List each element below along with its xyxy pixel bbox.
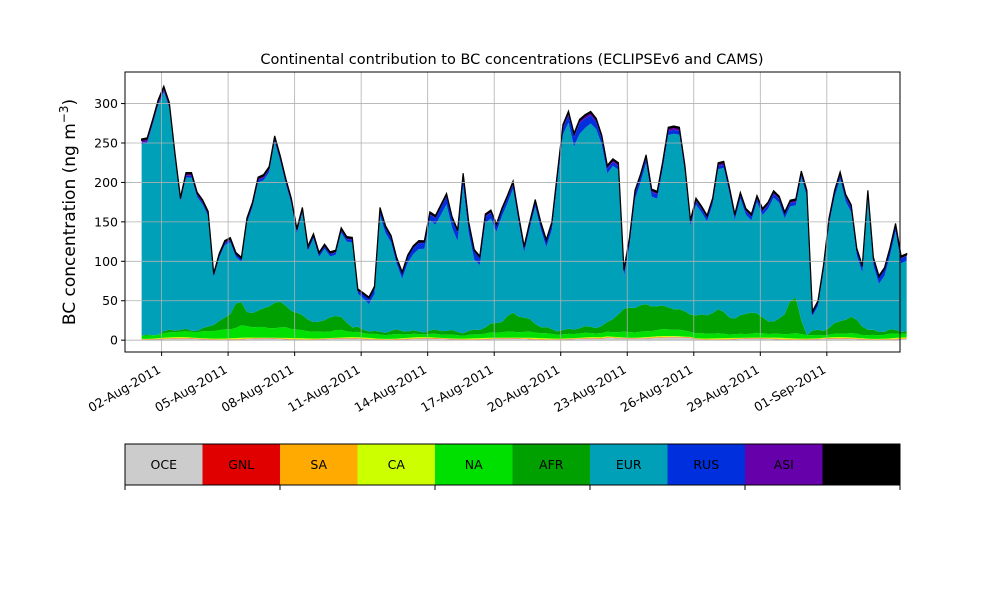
x-tick-label: 17-Aug-2011 bbox=[418, 362, 496, 415]
area-ca bbox=[141, 335, 907, 340]
legend-swatch-asi bbox=[745, 444, 823, 485]
legend-swatch-sa bbox=[280, 444, 358, 485]
legend-swatch-rus bbox=[667, 444, 745, 485]
legend-label-oce: OCE bbox=[151, 457, 178, 472]
x-tick-label: 23-Aug-2011 bbox=[551, 362, 629, 415]
plot-area bbox=[141, 84, 908, 341]
area-oce bbox=[141, 337, 907, 341]
area-gnl bbox=[141, 337, 907, 340]
x-tick-label: 11-Aug-2011 bbox=[285, 362, 363, 415]
legend-swatch-eur bbox=[590, 444, 668, 485]
legend-label-afr: AFR bbox=[539, 457, 564, 472]
legend-swatch-ca bbox=[357, 444, 435, 485]
area-sa bbox=[141, 336, 907, 340]
x-tick-label: 20-Aug-2011 bbox=[485, 362, 563, 415]
x-tick-label: 02-Aug-2011 bbox=[86, 362, 164, 415]
plot-frame bbox=[124, 71, 901, 353]
legend-label-asi: ASI bbox=[774, 457, 794, 472]
legend-frame bbox=[124, 443, 901, 486]
y-tick-label: 0 bbox=[110, 333, 118, 348]
legend-label-sa: SA bbox=[310, 457, 327, 472]
legend: OCE GNL SA CA NA AFR EUR RUS ASI AUS bbox=[124, 443, 901, 490]
area-na bbox=[141, 325, 907, 339]
y-axis-label-close: ) bbox=[60, 99, 80, 106]
legend-label-gnl: GNL bbox=[228, 457, 254, 472]
x-tick-label: 26-Aug-2011 bbox=[618, 362, 696, 415]
legend-label-ca: CA bbox=[388, 457, 406, 472]
x-tick-label: 08-Aug-2011 bbox=[219, 362, 297, 415]
area-eur bbox=[141, 92, 907, 336]
y-tick-label: 150 bbox=[94, 214, 118, 229]
legend-swatch-na bbox=[435, 444, 513, 485]
area-afr bbox=[141, 297, 907, 336]
chart-title: Continental contribution to BC concentra… bbox=[260, 52, 763, 68]
y-axis-label-main: BC concentration (ng m bbox=[60, 123, 80, 325]
legend-label-aus: AUS bbox=[848, 457, 874, 472]
x-tick-label: 05-Aug-2011 bbox=[152, 362, 230, 415]
x-tick-label: 29-Aug-2011 bbox=[684, 362, 762, 415]
x-axis: 02-Aug-201105-Aug-201108-Aug-201111-Aug-… bbox=[86, 352, 828, 415]
x-tick-label: 14-Aug-2011 bbox=[352, 362, 430, 415]
legend-swatch-gnl bbox=[202, 444, 280, 485]
x-tick-label: 01-Sep-2011 bbox=[751, 362, 828, 415]
area-aus bbox=[141, 84, 908, 315]
y-axis: 0 50 100 150 200 250 300 bbox=[94, 96, 125, 348]
y-tick-label: 50 bbox=[102, 293, 118, 308]
legend-label-rus: RUS bbox=[693, 457, 719, 472]
legend-label-na: NA bbox=[465, 457, 483, 472]
y-tick-label: 250 bbox=[94, 135, 118, 150]
legend-label-eur: EUR bbox=[616, 457, 642, 472]
legend-swatch-aus bbox=[822, 444, 900, 485]
y-tick-label: 200 bbox=[94, 175, 118, 190]
legend-swatch-oce bbox=[125, 444, 203, 485]
y-tick-label: 300 bbox=[94, 96, 118, 111]
y-axis-label-sup: −3 bbox=[57, 105, 71, 123]
legend-swatch-afr bbox=[512, 444, 590, 485]
grid bbox=[125, 72, 900, 352]
y-tick-label: 100 bbox=[94, 254, 118, 269]
y-axis-label: BC concentration (ng m−3) bbox=[57, 99, 80, 325]
